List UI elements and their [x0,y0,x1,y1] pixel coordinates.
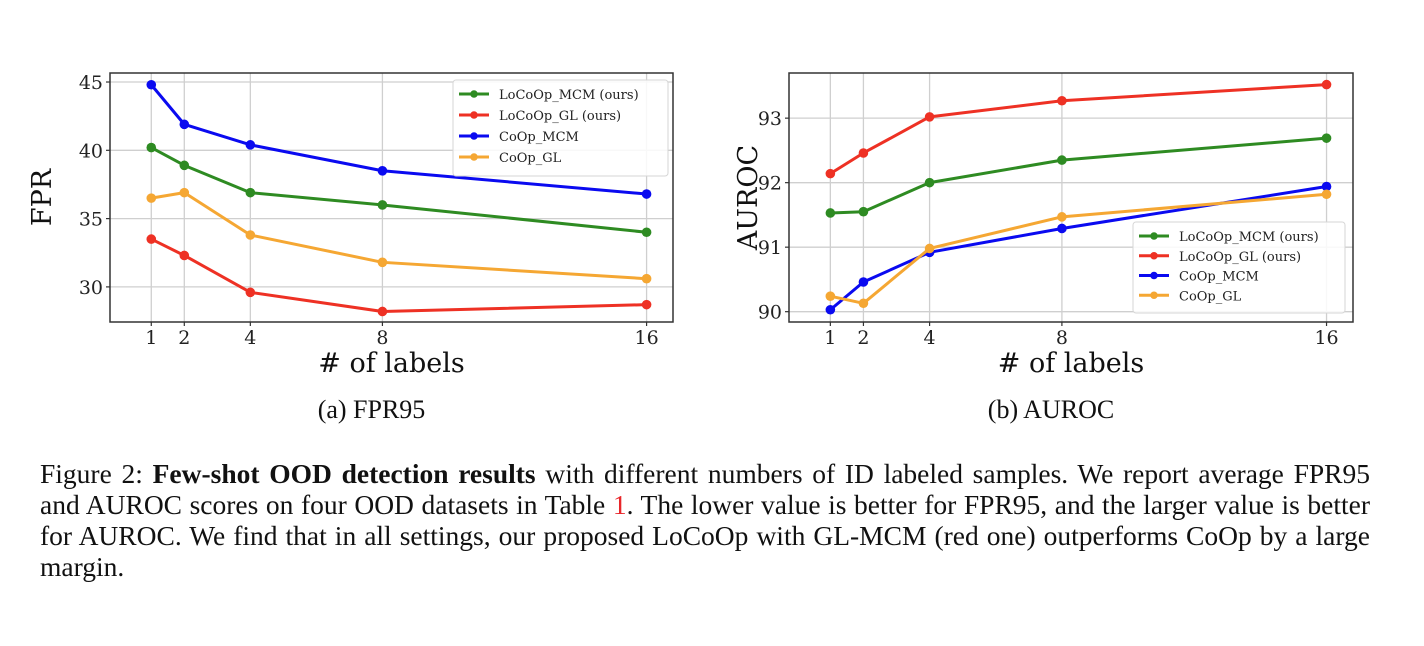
axes-frame [109,72,674,323]
table-reference-link[interactable]: 1 [612,489,627,520]
y-tick-label: 93 [758,108,782,130]
x-tick-label: 1 [145,327,157,349]
x-tick-label: 2 [178,327,190,349]
caption-text-1: with different numbers of ID labeled sam… [40,458,1371,520]
x-tick-label: 4 [924,327,936,349]
y-tick-label: 92 [758,173,782,195]
data-point [641,189,652,199]
data-point [858,206,869,217]
caption-bold: Few-shot OOD detection results [152,458,536,489]
legend-entry-label: CoOp_GL [499,151,562,166]
legend-box [452,79,669,177]
data-point [245,187,256,198]
caption-text-2: . The lower value is better for FPR95, a… [40,489,1371,582]
data-point [641,299,652,310]
data-point [377,200,388,210]
legend: LoCoOp_MCM (ours) LoCoOp_GL (ours) CoOp_MC… [1132,221,1346,314]
data-point [146,193,157,203]
legend-entry-label: LoCoOp_MCM (ours) [499,88,639,103]
x-axis-label: # of labels [998,348,1145,379]
caption-label: Figure 2: [40,458,143,489]
y-tick-label: 35 [79,209,103,231]
legend-swatch-marker [470,111,478,119]
legend-swatch-marker [470,90,478,98]
data-point [146,142,157,153]
auroc-chart: 1 2 4 8 16 90 91 92 93 # of labels AUROC (b) AUROC L… [733,72,1354,424]
data-point [1321,79,1332,90]
legend-box [1132,221,1346,314]
x-tick-label: 16 [1314,327,1338,349]
data-point [825,291,836,301]
legend-entry-label: CoOp_MCM [1179,270,1259,285]
legend-swatch-marker [470,132,478,140]
y-tick-label: 40 [79,140,103,162]
data-point [377,306,388,317]
x-axis-label: # of labels [318,348,465,379]
y-tick-label: 30 [79,277,103,299]
y-tick-label: 90 [758,302,782,324]
axes-frame [788,72,1354,323]
data-point [825,168,836,179]
data-point [924,243,935,254]
legend-entry-label: LoCoOp_GL (ours) [1179,250,1301,265]
y-tick-label: 91 [758,237,782,259]
data-point [1057,155,1067,165]
data-point [1321,189,1332,200]
data-point [858,277,869,287]
x-tick-label: 1 [824,327,836,349]
data-point [858,298,869,309]
legend-entry-label: LoCoOp_MCM (ours) [1179,230,1319,245]
x-tick-label: 2 [857,327,869,349]
data-point [1321,181,1332,192]
legend-swatch-marker [1150,232,1158,240]
subcaption: (b) AUROC [988,395,1114,424]
legend-swatch-marker [1150,271,1158,280]
data-point [924,177,935,188]
data-point [641,273,652,284]
data-point [641,227,652,238]
legend-swatch-marker [1150,251,1158,260]
x-tick-label: 8 [376,327,388,349]
fpr95-chart: 1 2 4 8 16 30 35 40 45 # of labels FPR (a) FPR95 LoC… [27,72,674,424]
figure-caption: Figure 2: Few-shot OOD detection results… [40,458,1370,582]
data-point [245,230,256,240]
data-point [1057,212,1067,222]
data-point [1321,133,1332,143]
data-point [1057,223,1067,234]
series-line [829,83,1327,175]
data-point [179,250,190,261]
y-tick-label: 45 [79,72,103,94]
x-tick-label: 16 [634,327,658,349]
data-point [924,112,935,122]
y-axis-label: FPR [27,168,58,226]
data-point [146,79,157,90]
data-point [858,148,869,158]
data-point [146,234,157,244]
data-point [179,187,190,198]
legend-swatch-marker [470,153,478,161]
legend: LoCoOp_MCM (ours) LoCoOp_GL (ours) CoOp_MC… [452,79,669,177]
y-axis-label: AUROC [733,145,764,251]
data-point [825,208,836,218]
data-point [825,304,836,315]
x-tick-label: 4 [244,327,256,349]
x-tick-label: 8 [1056,327,1068,349]
legend-entry-label: LoCoOp_GL (ours) [499,109,621,124]
legend-entry-label: CoOp_GL [1179,289,1242,304]
data-point [179,160,190,171]
data-point [1057,95,1067,106]
subcaption: (a) FPR95 [318,395,426,424]
legend-swatch-marker [1150,291,1158,300]
data-point [245,287,256,298]
data-point [245,140,256,150]
data-point [179,119,190,130]
data-point [377,257,388,268]
legend-entry-label: CoOp_MCM [499,130,579,145]
data-point [377,165,388,176]
